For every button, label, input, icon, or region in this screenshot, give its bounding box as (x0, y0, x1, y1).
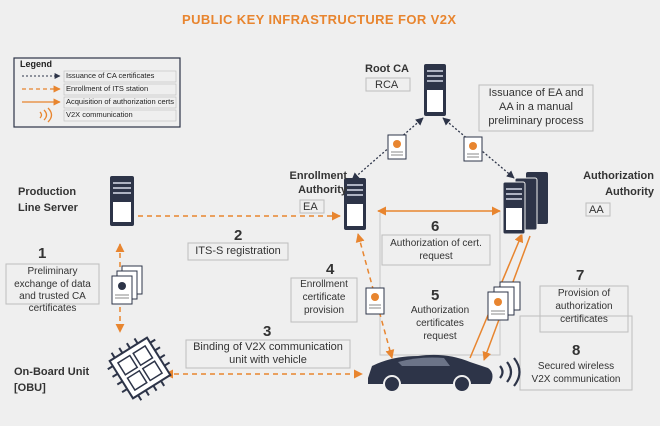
step-7-number: 7 (576, 267, 585, 284)
legend-heading: Legend (20, 59, 53, 69)
enrollment-authority-server-icon (344, 178, 366, 230)
box-issuance-ea-aa (478, 84, 594, 132)
authorization-authority-label-line2: Authority (605, 186, 654, 198)
box-aa (585, 202, 611, 217)
step-8-number: 8 (572, 342, 581, 359)
step-7-line3: certificates (560, 314, 608, 325)
on-board-unit-label-line2: [OBU] (14, 382, 46, 394)
box-rca (365, 77, 411, 92)
box-provision-auth-certs (539, 285, 629, 333)
enrollment-authority-abbr: EA (303, 201, 318, 213)
step-8-line2: V2X communication (531, 374, 621, 385)
step-5-line2: certificates (416, 318, 464, 329)
step-5-line3: request (423, 331, 457, 342)
legend-wireless-icon (39, 107, 53, 123)
authorization-authority-label-line1: Authorization (583, 170, 654, 182)
enrollment-authority-label-line1: Enrollment (289, 170, 347, 182)
legend-item-v2x-communication: V2X communication (66, 110, 133, 119)
step-6-line2: request (419, 251, 453, 262)
certificate-icon-enrollment (365, 287, 385, 315)
production-line-server-label-line2: Line Server (18, 202, 78, 214)
legend-item-authorization-certs: Acquisition of authorization certs (66, 97, 174, 106)
step-4-line3: provision (303, 305, 345, 316)
diagram-title: PUBLIC KEY INFRASTRUCTURE FOR V2X (182, 12, 457, 27)
box-ea (299, 199, 325, 214)
production-line-server-icon (110, 176, 134, 226)
step-1-line3: and trusted CA (19, 291, 86, 302)
issuance-ea-aa-line1: Issuance of EA and (488, 87, 584, 99)
on-board-unit-label-line1: On-Board Unit (14, 366, 90, 378)
box-its-s-registration (187, 242, 289, 261)
legend-item-ca-certificates: Issuance of CA certificates (66, 71, 155, 80)
wireless-signal-icon (499, 357, 521, 387)
step-7-line1: Provision of (557, 288, 611, 299)
step-4-line2: certificate (302, 292, 346, 303)
box-secured-wireless (519, 315, 633, 391)
step-7-line2: authorization (555, 301, 613, 312)
vehicle-icon (368, 354, 493, 393)
step-4-number: 4 (326, 261, 335, 278)
step-5-number: 5 (431, 287, 440, 304)
box-binding (185, 339, 351, 369)
step-1-number: 1 (38, 245, 47, 262)
step-3-line2: unit with vehicle (229, 354, 307, 366)
step-2-line1: ITS-S registration (195, 245, 281, 257)
on-board-unit-icon (107, 336, 172, 401)
certificate-icon-rca-ea (387, 134, 407, 160)
certificate-icon-rca-aa (463, 136, 483, 162)
step-6-number: 6 (431, 218, 440, 235)
step-4-line1: Enrollment (300, 279, 348, 290)
root-ca-server-icon (424, 64, 446, 116)
step-3-number: 3 (263, 323, 272, 340)
authorization-authority-server-icon (502, 172, 548, 235)
step-2-number: 2 (234, 227, 243, 244)
step-1-line2: exchange of data (14, 279, 91, 290)
issuance-ea-aa-line2: AA in a manual (499, 101, 573, 113)
step-1-line4: certificates (28, 303, 77, 314)
authorization-authority-abbr: AA (589, 204, 604, 216)
enrollment-authority-label-line2: Authority (298, 184, 347, 196)
arrow-rca-aa (442, 117, 515, 179)
step-3-line1: Binding of V2X communication (193, 341, 343, 353)
legend-item-its-enrollment: Enrollment of ITS station (66, 84, 149, 93)
root-ca-abbr: RCA (375, 79, 399, 91)
certificates-icon-production (111, 265, 143, 305)
step-1-line1: Preliminary (27, 266, 78, 277)
step-8-line1: Secured wireless (537, 361, 615, 372)
box-preliminary-exchange (5, 263, 100, 305)
certificates-icon-authorization (487, 281, 521, 321)
root-ca-label: Root CA (365, 63, 409, 75)
production-line-server-label-line1: Production (18, 186, 77, 198)
issuance-ea-aa-line3: preliminary process (488, 115, 584, 127)
step-5-line1: Authorization (410, 305, 470, 316)
step-6-line1: Authorization of cert. (390, 238, 482, 249)
